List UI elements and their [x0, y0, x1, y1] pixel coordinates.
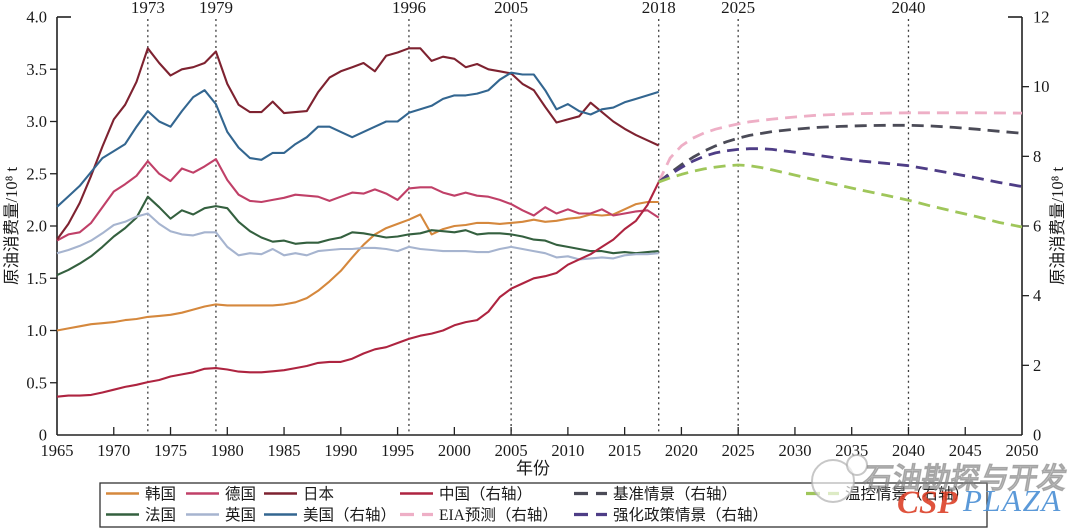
y-right-label-0: 0 — [1033, 426, 1041, 445]
y-right-label-2: 2 — [1033, 356, 1041, 375]
x-tick-label-2045: 2045 — [949, 441, 982, 460]
y-left-label-0.5: 0.5 — [26, 373, 47, 392]
legend: 韩国 德国 日本 中国（右轴） 基准情景（右轴） 温控情景（右轴） 法国 英国 美国（右轴） EI… — [99, 482, 988, 528]
legend-label-temperature-control-scenario: 温控情景（右轴） — [845, 485, 969, 503]
legend-label-baseline-scenario: 基准情景（右轴） — [613, 485, 737, 503]
legend-label-enhanced-policy-scenario: 强化政策情景（右轴） — [613, 506, 768, 524]
x-tick-label-1990: 1990 — [324, 441, 357, 460]
series-enhanced-policy-scenario — [657, 147, 1023, 188]
y-left-label-1.0: 1.0 — [26, 321, 47, 340]
series-japan — [56, 47, 660, 241]
legend-label-china: 中国（右轴） — [439, 485, 532, 503]
series-south-korea — [56, 200, 659, 332]
series-germany — [56, 158, 660, 242]
x-axis-title: 年份 — [516, 459, 550, 478]
annotation-label-2018: 2018 — [642, 0, 676, 17]
series-france — [56, 195, 659, 277]
x-tick-label-1980: 1980 — [211, 441, 244, 460]
x-tick-label-2010: 2010 — [551, 441, 584, 460]
watermark-brand-blue: PLAZA — [962, 483, 1062, 518]
series-lines — [56, 47, 1023, 398]
y-right-label-6: 6 — [1033, 217, 1041, 236]
y-left-label-3.0: 3.0 — [26, 112, 47, 131]
x-tick-label-2000: 2000 — [438, 441, 471, 460]
y-right-label-12: 12 — [1033, 8, 1050, 27]
y-left-label-4.0: 4.0 — [26, 8, 47, 27]
x-tick-label-2025: 2025 — [722, 441, 755, 460]
x-tick-label-2030: 2030 — [778, 441, 811, 460]
annotation-label-1979: 1979 — [199, 0, 233, 17]
y-axis-title-right: 原油消费量/10⁸ t — [1048, 167, 1067, 285]
y-left-label-2.5: 2.5 — [26, 164, 47, 183]
series-temperature-control-scenario — [658, 163, 1023, 229]
legend-label-uk: 英国 — [225, 506, 256, 524]
watermark-logo-icon — [811, 459, 855, 503]
x-tick-label-1970: 1970 — [97, 441, 130, 460]
legend-label-south-korea: 韩国 — [145, 485, 176, 503]
legend-label-france: 法国 — [145, 506, 176, 524]
y-left-label-3.5: 3.5 — [26, 60, 47, 79]
x-tick-label-1975: 1975 — [154, 441, 187, 460]
series-uk — [56, 212, 659, 261]
x-tick-label-2040: 2040 — [892, 441, 925, 460]
legend-label-germany: 德国 — [225, 485, 256, 503]
x-tick-label-2050: 2050 — [1006, 441, 1039, 460]
series-baseline-scenario — [657, 123, 1023, 184]
watermark-logo-icon-small — [846, 454, 868, 476]
series-china — [56, 181, 660, 398]
x-tick-label-2015: 2015 — [608, 441, 641, 460]
annotation-label-1996: 1996 — [392, 0, 426, 17]
legend-label-eia-forecast: EIA预测（右轴） — [439, 506, 558, 524]
legend-label-usa: 美国（右轴） — [303, 506, 396, 524]
y-right-label-4: 4 — [1033, 286, 1041, 305]
y-left-label-0: 0 — [39, 426, 47, 445]
x-tick-label-2005: 2005 — [495, 441, 528, 460]
y-axis-title-left: 原油消费量/10⁸ t — [2, 167, 21, 285]
legend-label-japan: 日本 — [303, 485, 334, 503]
x-tick-label-2020: 2020 — [665, 441, 698, 460]
annotation-label-1973: 1973 — [131, 0, 165, 17]
annotation-label-2005: 2005 — [494, 0, 528, 17]
x-tick-label-1965: 1965 — [41, 441, 74, 460]
annotation-label-2025: 2025 — [721, 0, 755, 17]
y-left-label-1.5: 1.5 — [26, 269, 47, 288]
annotation-lines: 1973 1979 1996 2005 2018 2025 2040 — [131, 0, 925, 435]
series-usa — [56, 71, 660, 208]
y-left-label-2.0: 2.0 — [26, 217, 47, 236]
annotation-label-2040: 2040 — [891, 0, 925, 17]
watermark-brand-cn: 石油勘探与开发 — [860, 462, 1071, 495]
x-tick-label-1995: 1995 — [381, 441, 414, 460]
watermark-brand-red: CSP — [897, 485, 958, 521]
axes: 1965 1970 1975 1980 1985 1990 1995 2000 2005 2010… — [26, 8, 1049, 461]
x-tick-label-1985: 1985 — [268, 441, 301, 460]
y-right-label-10: 10 — [1033, 77, 1050, 96]
y-right-label-8: 8 — [1033, 147, 1041, 166]
